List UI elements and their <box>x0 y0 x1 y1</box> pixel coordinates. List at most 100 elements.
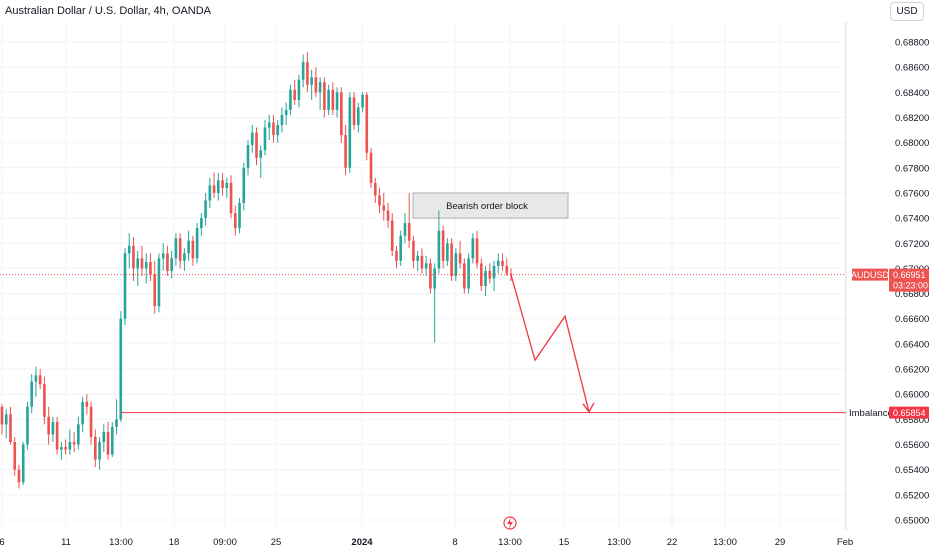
candle-body <box>102 431 106 443</box>
candle <box>217 172 220 201</box>
price-tick-label: 0.66600 <box>895 314 929 325</box>
candle <box>72 431 76 453</box>
candle <box>284 102 288 126</box>
candle-body <box>238 203 241 229</box>
candle-body <box>98 442 101 460</box>
candle-body <box>293 89 296 100</box>
candle-body <box>471 238 475 259</box>
candle-body <box>276 125 280 136</box>
candle <box>259 145 263 178</box>
candle-body <box>323 82 326 110</box>
price-tick-label: 0.65800 <box>895 415 929 426</box>
candle-body <box>127 245 131 254</box>
candle-body <box>4 414 8 425</box>
candle-body <box>157 258 161 307</box>
symbol-tag-bg <box>852 268 888 281</box>
time-tick-label: 13:00 <box>498 537 522 548</box>
candle <box>30 374 34 414</box>
candle-body <box>382 205 386 211</box>
candle-body <box>450 243 453 276</box>
price-tick-label: 0.66800 <box>895 289 929 300</box>
bolt-icon-ring[interactable] <box>503 516 517 530</box>
candle <box>416 250 419 271</box>
candle <box>488 263 492 284</box>
candle <box>225 177 229 198</box>
time-axis[interactable]: 6 11 13:00 18 09:00 25 2024 8 13:00 15 13:00 22 13:0… <box>0 537 853 548</box>
candle-body <box>85 401 89 407</box>
candles <box>0 52 513 489</box>
countdown-tag-text: 03:23:00 <box>893 281 928 291</box>
order-block-label: Bearish order block <box>446 201 528 212</box>
candle <box>0 404 4 435</box>
candle <box>297 74 301 108</box>
candle <box>229 175 233 219</box>
candle <box>450 238 453 281</box>
candle <box>64 439 67 455</box>
projection-path[interactable] <box>510 274 595 414</box>
candle-body <box>89 406 93 437</box>
time-tick-label: 13:00 <box>109 537 133 548</box>
candle-body <box>47 416 50 435</box>
candle <box>318 77 322 110</box>
candle-body <box>407 223 411 241</box>
candle-body <box>335 92 339 110</box>
candle-body <box>225 182 229 188</box>
candle-body <box>149 262 152 275</box>
candle <box>356 102 360 133</box>
projection-arrowhead[interactable] <box>582 402 595 414</box>
candle <box>238 197 241 234</box>
price-tick-label: 0.65400 <box>895 465 929 476</box>
candle <box>81 396 84 432</box>
projection-polyline[interactable] <box>510 274 590 412</box>
candle-body <box>94 436 97 460</box>
price-tick-label: 0.65000 <box>895 516 929 527</box>
candle <box>43 376 46 425</box>
candle <box>314 67 318 98</box>
candle-body <box>110 426 114 455</box>
candle <box>183 248 186 271</box>
candle <box>157 253 161 313</box>
candle <box>242 162 246 211</box>
currency-button[interactable]: USD <box>890 2 924 21</box>
time-tick-label: 8 <box>452 537 457 548</box>
candle <box>280 107 284 133</box>
candle <box>467 253 470 294</box>
candle-body <box>369 152 373 183</box>
order-block-zone[interactable]: Bearish order block <box>412 192 569 219</box>
candle <box>386 203 390 229</box>
candle-body <box>267 122 271 128</box>
candle <box>9 406 12 445</box>
candle <box>407 192 411 249</box>
candle-body <box>119 318 123 420</box>
candle <box>174 233 178 266</box>
candle-body <box>217 180 220 193</box>
candle <box>365 92 369 161</box>
candle-body <box>178 238 182 261</box>
candle <box>187 230 190 261</box>
candle-body <box>263 127 267 151</box>
candle-body <box>30 381 34 407</box>
time-tick-label: 22 <box>667 537 678 548</box>
time-tick-label: 2024 <box>351 537 373 548</box>
candle <box>68 429 72 455</box>
price-axis[interactable]: 0.68800 0.68600 0.68400 0.68200 0.68000 0.678… <box>845 22 929 530</box>
candle-body <box>395 250 398 261</box>
candle-body <box>501 260 504 266</box>
candle-body <box>26 406 29 445</box>
candle-body <box>437 230 441 269</box>
candle-body <box>43 384 46 417</box>
candle-body <box>318 82 322 93</box>
candle-body <box>509 273 513 275</box>
candle-body <box>297 79 301 100</box>
bolt-icon-glyph[interactable] <box>507 518 513 528</box>
candle-body <box>13 442 17 470</box>
candle-body <box>115 419 118 427</box>
candle <box>492 260 496 292</box>
bolt-icon[interactable] <box>503 516 517 530</box>
time-tick-label: 29 <box>775 537 786 548</box>
candle <box>94 429 97 468</box>
candle <box>127 233 131 269</box>
candle-body <box>191 240 195 259</box>
